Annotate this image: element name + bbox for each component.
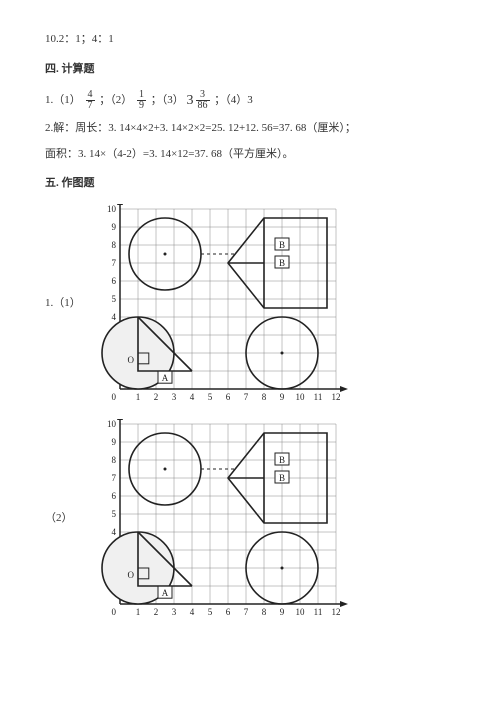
svg-text:O: O	[128, 570, 135, 580]
section-5-title: 五. 作图题	[45, 174, 455, 194]
svg-text:11: 11	[314, 392, 323, 402]
svg-text:9: 9	[112, 222, 117, 232]
svg-text:7: 7	[244, 607, 249, 617]
diagram-2: 123456789101112123456789100OABB	[90, 419, 350, 619]
svg-text:7: 7	[112, 473, 117, 483]
svg-text:2: 2	[154, 392, 159, 402]
q1-mid1: ；（2）	[99, 94, 132, 106]
svg-text:B: B	[279, 473, 285, 483]
svg-text:5: 5	[112, 509, 117, 519]
svg-text:A: A	[162, 373, 169, 383]
svg-text:5: 5	[112, 294, 117, 304]
frac-den: 7	[86, 101, 95, 111]
svg-text:B: B	[279, 258, 285, 268]
section-4-title: 四. 计算题	[45, 60, 455, 80]
svg-text:8: 8	[112, 240, 117, 250]
svg-text:11: 11	[314, 607, 323, 617]
svg-text:1: 1	[136, 607, 141, 617]
svg-text:6: 6	[112, 276, 117, 286]
svg-text:9: 9	[112, 437, 117, 447]
svg-text:7: 7	[112, 258, 117, 268]
frac-den: 9	[137, 101, 146, 111]
svg-text:12: 12	[332, 607, 341, 617]
svg-text:B: B	[279, 240, 285, 250]
svg-text:3: 3	[172, 607, 177, 617]
diagram-1: 123456789101112123456789100OABB	[90, 204, 350, 404]
mixed-3-3-86: 3 3 86	[187, 88, 212, 113]
svg-text:8: 8	[262, 607, 267, 617]
q1-suffix: ；（4）3	[214, 94, 253, 106]
diagram-2-row: （2） 123456789101112123456789100OABB	[45, 419, 455, 619]
svg-text:7: 7	[244, 392, 249, 402]
svg-text:9: 9	[280, 607, 285, 617]
svg-text:10: 10	[107, 204, 117, 214]
diagram-1-label: 1.（1）	[45, 204, 90, 314]
svg-text:5: 5	[208, 607, 213, 617]
svg-text:10: 10	[107, 419, 117, 429]
svg-text:6: 6	[112, 491, 117, 501]
top-ratio-line: 10.2：1；4：1	[45, 30, 455, 50]
svg-text:6: 6	[226, 607, 231, 617]
svg-text:A: A	[162, 588, 169, 598]
svg-text:10: 10	[296, 392, 306, 402]
svg-text:4: 4	[112, 527, 117, 537]
svg-text:5: 5	[208, 392, 213, 402]
svg-text:8: 8	[112, 455, 117, 465]
svg-text:4: 4	[190, 392, 195, 402]
q2-line2: 面积：3. 14×（4-2）=3. 14×12=37. 68（平方厘米）。	[45, 145, 455, 165]
frac-1-9: 1 9	[137, 90, 146, 111]
svg-text:O: O	[128, 355, 135, 365]
frac-den: 86	[196, 101, 210, 111]
svg-text:1: 1	[136, 392, 141, 402]
svg-text:B: B	[279, 455, 285, 465]
svg-text:9: 9	[280, 392, 285, 402]
svg-text:0: 0	[112, 607, 117, 617]
mixed-whole: 3	[187, 93, 194, 108]
q1-prefix: 1.（1）	[45, 94, 81, 106]
q1-line: 1.（1） 4 7 ；（2） 1 9 ；（3） 3 3 86 ；（4）3	[45, 88, 455, 113]
svg-text:10: 10	[296, 607, 306, 617]
q2-line1: 2.解：周长：3. 14×4×2+3. 14×2×2=25. 12+12. 56…	[45, 119, 455, 139]
svg-text:2: 2	[154, 607, 159, 617]
svg-text:0: 0	[112, 392, 117, 402]
frac-4-7: 4 7	[86, 90, 95, 111]
diagram-2-label: （2）	[45, 419, 90, 529]
svg-text:6: 6	[226, 392, 231, 402]
svg-text:4: 4	[112, 312, 117, 322]
svg-text:4: 4	[190, 607, 195, 617]
svg-text:12: 12	[332, 392, 341, 402]
svg-text:8: 8	[262, 392, 267, 402]
q1-mid2: ；（3）	[151, 94, 184, 106]
svg-text:3: 3	[172, 392, 177, 402]
diagram-1-row: 1.（1） 123456789101112123456789100OABB	[45, 204, 455, 404]
